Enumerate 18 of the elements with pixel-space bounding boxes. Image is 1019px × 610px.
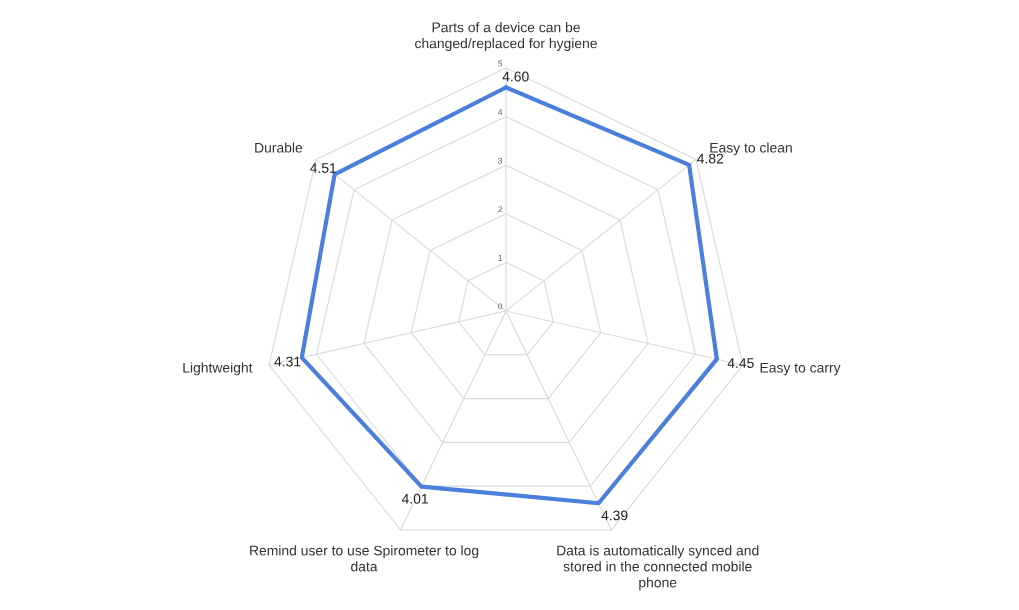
- spoke-label: Data is automatically synced and stored in the connected mobile phone: [557, 545, 759, 591]
- y-tick-label: 0: [498, 303, 503, 310]
- spoke-label: Remind user to use Spirometer to log data: [250, 545, 479, 572]
- data-label: 4.60: [502, 71, 529, 82]
- data-label: 4.45: [727, 358, 754, 368]
- y-tick-label: 4: [498, 109, 503, 115]
- data-label: 4.51: [310, 163, 337, 173]
- spoke-label: Easy to carry: [760, 362, 841, 376]
- spoke-label: Durable: [255, 142, 303, 153]
- y-tick-label: 3: [498, 157, 503, 164]
- spoke-label: Lightweight: [183, 362, 253, 376]
- y-tick-label: 5: [498, 60, 503, 67]
- data-label: 4.39: [601, 510, 628, 521]
- y-tick-label: 2: [498, 206, 503, 213]
- spoke-label: Parts of a device can be changed/replaced for hygiene: [415, 22, 597, 51]
- y-tick-label: 1: [498, 254, 503, 261]
- data-label: 4.01: [401, 493, 428, 504]
- data-label: 4.31: [274, 356, 301, 367]
